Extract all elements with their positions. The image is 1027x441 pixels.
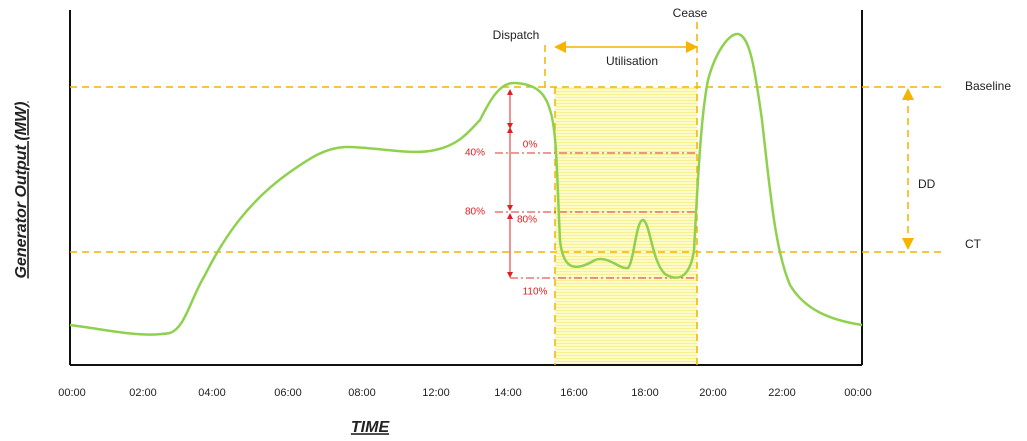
x-ticks: 00:00 02:00 04:00 06:00 08:00 12:00 14:00 16:00…: [58, 387, 872, 399]
utilisation-label: Utilisation: [606, 54, 658, 68]
percent-label: 40%: [465, 148, 485, 159]
x-tick-label: 22:00: [768, 387, 796, 399]
y-axis-label: Generator Output (MW): [13, 102, 30, 279]
x-tick-label: 12:00: [422, 387, 450, 399]
dispatch-label: Dispatch: [493, 28, 540, 42]
generator-curve: [69, 32, 863, 336]
baseline-label: Baseline: [965, 79, 1011, 93]
dd-label: DD: [918, 177, 936, 191]
x-tick-label: 00:00: [58, 387, 86, 399]
utilisation-area: [555, 87, 697, 365]
x-tick-label: 06:00: [274, 387, 302, 399]
x-axis-label: TIME: [351, 419, 391, 436]
percent-label: 80%: [465, 207, 485, 218]
ct-label: CT: [965, 237, 982, 251]
percent-label: 0%: [523, 140, 538, 151]
x-tick-label: 04:00: [198, 387, 226, 399]
x-tick-label: 08:00: [348, 387, 376, 399]
x-tick-label: 00:00: [844, 387, 872, 399]
cease-label: Cease: [673, 6, 708, 20]
percent-label: 80%: [517, 215, 537, 226]
x-tick-label: 20:00: [699, 387, 727, 399]
x-tick-label: 14:00: [494, 387, 522, 399]
x-tick-label: 18:00: [631, 387, 659, 399]
percent-label: 110%: [523, 287, 548, 298]
x-tick-label: 16:00: [560, 387, 588, 399]
x-tick-label: 02:00: [129, 387, 157, 399]
